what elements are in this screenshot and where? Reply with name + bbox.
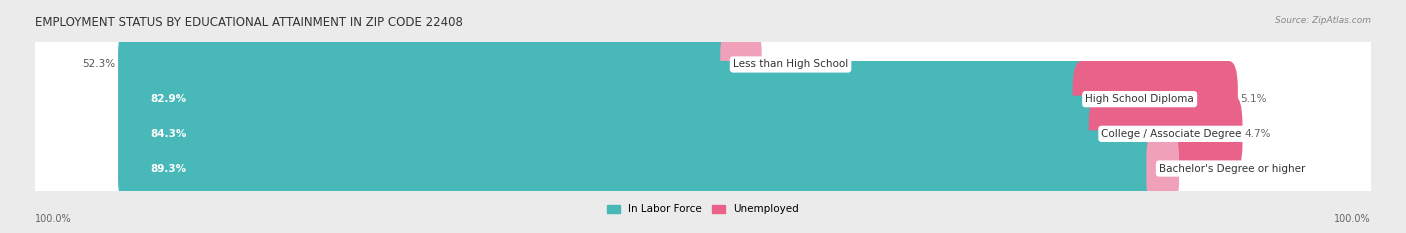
FancyBboxPatch shape xyxy=(30,35,1376,163)
Text: 0.5%: 0.5% xyxy=(1181,164,1208,174)
FancyBboxPatch shape xyxy=(118,130,1164,207)
Text: 100.0%: 100.0% xyxy=(1334,214,1371,224)
Text: 0.8%: 0.8% xyxy=(763,59,790,69)
FancyBboxPatch shape xyxy=(30,1,1376,128)
Text: 5.1%: 5.1% xyxy=(1240,94,1267,104)
Text: 4.7%: 4.7% xyxy=(1244,129,1271,139)
FancyBboxPatch shape xyxy=(1146,130,1180,207)
FancyBboxPatch shape xyxy=(720,26,762,103)
Legend: In Labor Force, Unemployed: In Labor Force, Unemployed xyxy=(603,200,803,219)
Text: 84.3%: 84.3% xyxy=(150,129,187,139)
FancyBboxPatch shape xyxy=(1073,61,1237,137)
FancyBboxPatch shape xyxy=(118,96,1107,172)
Text: 100.0%: 100.0% xyxy=(35,214,72,224)
Text: 52.3%: 52.3% xyxy=(83,59,115,69)
Text: Source: ZipAtlas.com: Source: ZipAtlas.com xyxy=(1275,16,1371,25)
Text: 82.9%: 82.9% xyxy=(150,94,187,104)
FancyBboxPatch shape xyxy=(1088,96,1243,172)
FancyBboxPatch shape xyxy=(30,105,1376,232)
Text: Less than High School: Less than High School xyxy=(733,59,848,69)
Text: High School Diploma: High School Diploma xyxy=(1085,94,1194,104)
Text: Bachelor's Degree or higher: Bachelor's Degree or higher xyxy=(1159,164,1305,174)
Text: College / Associate Degree: College / Associate Degree xyxy=(1101,129,1241,139)
FancyBboxPatch shape xyxy=(30,70,1376,198)
Text: EMPLOYMENT STATUS BY EDUCATIONAL ATTAINMENT IN ZIP CODE 22408: EMPLOYMENT STATUS BY EDUCATIONAL ATTAINM… xyxy=(35,16,463,29)
FancyBboxPatch shape xyxy=(118,61,1091,137)
Text: 89.3%: 89.3% xyxy=(150,164,187,174)
FancyBboxPatch shape xyxy=(118,26,738,103)
